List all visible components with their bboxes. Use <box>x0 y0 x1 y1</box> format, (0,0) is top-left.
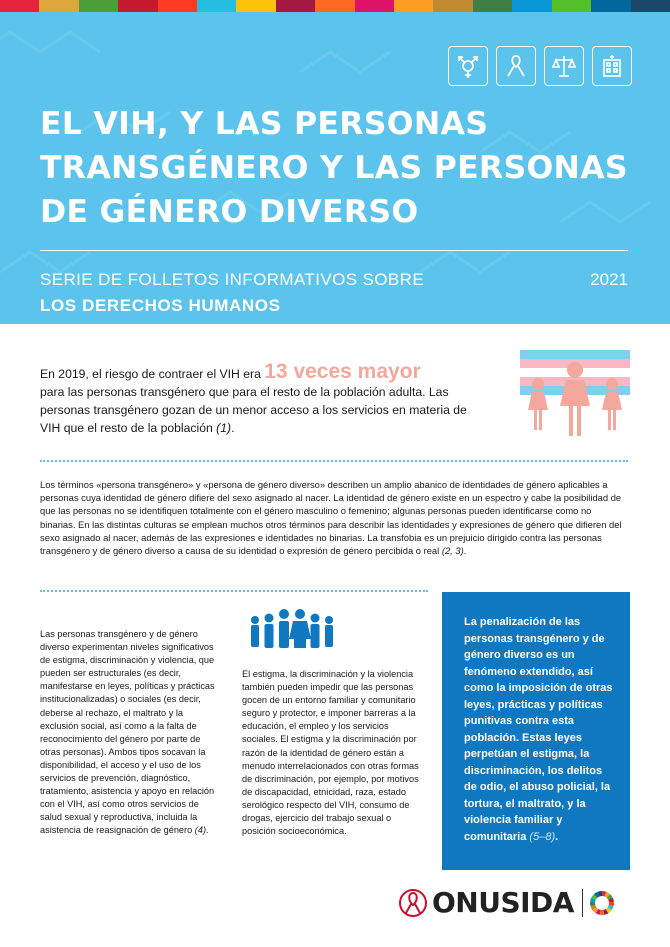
definition-ref: (2, 3) <box>441 545 464 557</box>
stripe-segment <box>394 0 434 12</box>
intro-end: . <box>231 421 235 435</box>
stripe-segment <box>39 0 79 12</box>
intro-post: para las personas transgénero que para e… <box>40 385 467 435</box>
callout-box: La penalización de las personas transgén… <box>442 592 630 870</box>
sdg-wheel-segment <box>604 891 611 898</box>
wave-pattern <box>0 30 651 274</box>
intro-ref: (1) <box>216 421 232 435</box>
stripe-segment <box>354 0 395 12</box>
callout-ref: (5–8) <box>529 830 556 843</box>
sdg-wheel-segment <box>594 891 600 898</box>
stripe-segment <box>0 0 40 12</box>
logo-divider <box>581 888 584 917</box>
section-divider <box>40 590 428 592</box>
scales-of-justice-icon <box>544 46 584 86</box>
sdg-wheel-segment <box>590 897 597 902</box>
sdg-wheel-segment <box>606 906 613 913</box>
sdg-wheel-segment <box>590 901 596 906</box>
sdg-wheel-segment <box>609 901 615 906</box>
unaids-emblem-icon <box>399 888 427 917</box>
sdg-wheel-segment <box>607 893 614 900</box>
stripe-segment <box>433 0 473 12</box>
definition-text: Los términos «persona transgénero» y «pe… <box>40 479 622 557</box>
stripe-segment <box>197 0 237 12</box>
definition-end: . <box>463 545 467 557</box>
title-line: DE GÉNERO DIVERSO <box>40 194 419 230</box>
unaids-wordmark: ONUSIDA <box>432 886 574 919</box>
people-group-icon <box>251 609 333 648</box>
definition-paragraph: Los términos «persona transgénero» y «pe… <box>40 478 628 557</box>
theme-icons <box>448 46 632 86</box>
publication-year: 2021 <box>590 270 628 289</box>
sdg-color-stripe <box>0 0 670 12</box>
stripe-segment <box>157 0 198 12</box>
stripe-segment <box>275 0 316 12</box>
column-left-end: . <box>206 825 209 836</box>
stripe-segment <box>551 0 592 12</box>
stripe-segment <box>591 0 631 12</box>
column-middle-text: El estigma, la discriminación y la viole… <box>242 669 419 837</box>
sdg-wheel-segment <box>592 906 599 913</box>
transgender-symbol-icon <box>448 46 488 86</box>
intro-pre: En 2019, el riesgo de contraer el VIH er… <box>40 367 261 381</box>
stripe-segment <box>512 0 552 12</box>
sdg-wheel-segment <box>590 904 597 910</box>
callout-text: La penalización de las personas transgén… <box>464 616 613 843</box>
header-banner: EL VIH, Y LAS PERSONAS TRANSGÉNERO Y LAS… <box>0 12 670 324</box>
sdg-wheel-segment <box>603 908 609 915</box>
sdg-wheel-segment <box>600 909 605 915</box>
column-left-text: Las personas transgénero y de género div… <box>40 629 215 836</box>
stripe-segment <box>118 0 158 12</box>
column-left-ref: (4) <box>194 825 207 836</box>
header-divider <box>40 250 628 251</box>
section-divider <box>40 460 628 462</box>
sdg-wheel-segment <box>591 893 598 900</box>
callout-end: . <box>555 830 559 843</box>
ribbon-icon <box>496 46 536 86</box>
sdg-wheel-icon <box>590 890 615 915</box>
hospital-building-icon <box>592 46 632 86</box>
sdg-wheel-segment <box>608 897 615 902</box>
sdg-wheel-segment <box>596 908 602 915</box>
series-label: SERIE DE FOLLETOS INFORMATIVOS SOBRE <box>40 270 425 289</box>
intro-highlight: 13 veces mayor <box>264 360 421 383</box>
stripe-segment <box>315 0 355 12</box>
sdg-wheel-segment <box>598 890 603 896</box>
intro-statement: En 2019, el riesgo de contraer el VIH er… <box>40 360 480 437</box>
series-subtitle: LOS DERECHOS HUMANOS <box>40 296 281 315</box>
stripe-segment <box>630 0 670 12</box>
stripe-segment <box>236 0 276 12</box>
stripe-segment <box>78 0 119 12</box>
page-title: EL VIH, Y LAS PERSONAS TRANSGÉNERO Y LAS… <box>40 102 640 234</box>
title-line: TRANSGÉNERO Y LAS PERSONAS <box>40 150 628 186</box>
title-line: EL VIH, Y LAS PERSONAS <box>40 106 489 142</box>
column-middle: El estigma, la discriminación y la viole… <box>242 668 422 838</box>
column-left: Las personas transgénero y de género div… <box>40 628 220 838</box>
sdg-wheel-segment <box>608 904 615 910</box>
stripe-segment <box>472 0 513 12</box>
transgender-flag-people-icon <box>520 350 630 436</box>
unaids-logo: ONUSIDA <box>398 886 615 919</box>
sdg-wheel-segment <box>602 890 607 896</box>
